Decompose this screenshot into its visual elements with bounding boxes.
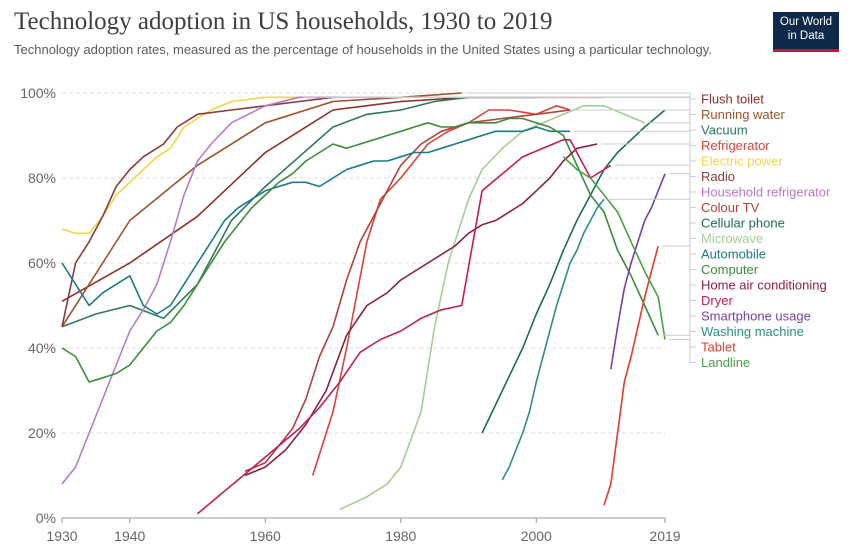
legend-connector <box>669 173 696 317</box>
x-tick-label: 1960 <box>250 528 281 544</box>
legend-connector <box>669 339 696 363</box>
legend-item-cellular-phone[interactable]: Cellular phone <box>701 216 785 231</box>
y-tick-label: 40% <box>28 340 56 356</box>
legend-connector <box>669 109 696 224</box>
series-line-vacuum[interactable] <box>61 96 537 328</box>
y-tick-label: 80% <box>28 170 56 186</box>
series-line-colour-tv[interactable] <box>244 109 571 473</box>
y-axis-ticks: 0% 20% 40% 60% 80% 100% <box>20 85 56 526</box>
legend-connector <box>648 122 696 239</box>
legend-item-running-water[interactable]: Running water <box>701 107 785 122</box>
x-axis-ticks: 1930 1940 1960 1980 2000 2019 <box>46 518 681 544</box>
series-line-running-water[interactable] <box>61 92 462 328</box>
x-tick-label: 1930 <box>46 528 77 544</box>
series-line-landline[interactable] <box>562 156 666 340</box>
series-line-computer[interactable] <box>61 117 659 383</box>
legend-item-flush-toilet[interactable]: Flush toilet <box>701 92 764 107</box>
series-lines <box>61 92 666 515</box>
legend-item-refrigerator[interactable]: Refrigerator <box>701 138 770 153</box>
legend-item-landline[interactable]: Landline <box>701 355 750 370</box>
chart-subtitle: Technology adoption rates, measured as t… <box>14 42 712 57</box>
legend-connector <box>465 92 696 115</box>
legend-item-washing-machine[interactable]: Washing machine <box>701 324 804 339</box>
series-line-tablet[interactable] <box>603 245 659 506</box>
legend-connector <box>662 269 696 336</box>
y-tick-label: 100% <box>20 85 56 101</box>
x-tick-label: 1940 <box>114 528 145 544</box>
legend-item-tablet[interactable]: Tablet <box>701 340 736 355</box>
legend-connectors <box>303 92 696 363</box>
y-tick-label: 0% <box>36 510 56 526</box>
owid-logo[interactable]: Our World in Data <box>773 12 839 52</box>
series-line-refrigerator[interactable] <box>311 105 571 476</box>
x-tick-label: 2019 <box>649 528 680 544</box>
y-tick-label: 60% <box>28 255 56 271</box>
x-tick-label: 1980 <box>385 528 416 544</box>
legend-connector <box>574 109 696 146</box>
series-line-radio[interactable] <box>61 96 334 327</box>
series-line-home-air-conditioning[interactable] <box>244 143 598 477</box>
legend-item-smartphone-usage[interactable]: Smartphone usage <box>701 309 811 324</box>
logo-line-1: Our World <box>779 16 833 28</box>
x-tick-label: 2000 <box>521 528 552 544</box>
series-line-automobile[interactable] <box>61 126 571 315</box>
legend-item-colour-tv[interactable]: Colour TV <box>701 200 760 215</box>
series-line-electric-power[interactable] <box>61 96 300 235</box>
logo-line-2: in Data <box>787 30 825 42</box>
series-line-household-refrigerator[interactable] <box>61 96 388 485</box>
legend-item-electric-power[interactable]: Electric power <box>701 154 783 169</box>
gridlines <box>62 92 665 519</box>
legend-item-computer[interactable]: Computer <box>701 262 759 277</box>
series-line-dryer[interactable] <box>196 139 612 515</box>
chart-title: Technology adoption in US households, 19… <box>14 8 553 35</box>
legend-item-dryer[interactable]: Dryer <box>701 293 733 308</box>
legend-item-household-refrigerator[interactable]: Household refrigerator <box>701 185 831 200</box>
legend-item-microwave[interactable]: Microwave <box>701 231 763 246</box>
legend-item-radio[interactable]: Radio <box>701 169 735 184</box>
series-line-washing-machine[interactable] <box>501 198 605 481</box>
legend-item-home-air-conditioning[interactable]: Home air conditioning <box>701 278 827 293</box>
legend-connector <box>662 245 696 348</box>
legend-item-automobile[interactable]: Automobile <box>701 247 766 262</box>
series-line-smartphone-usage[interactable] <box>610 173 666 370</box>
y-tick-label: 20% <box>28 425 56 441</box>
series-line-microwave[interactable] <box>339 105 646 511</box>
series-line-cellular-phone[interactable] <box>481 109 666 434</box>
legend-item-vacuum[interactable]: Vacuum <box>701 123 748 138</box>
